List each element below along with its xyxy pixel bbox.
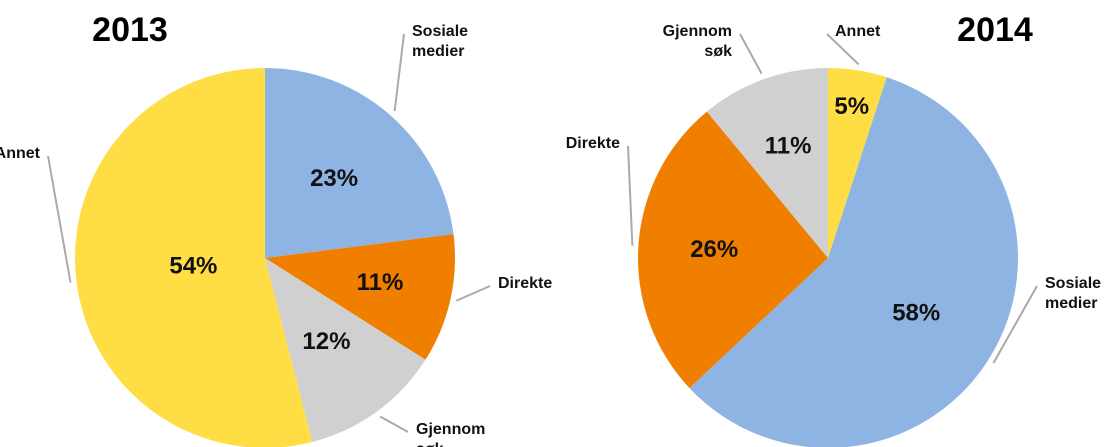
pie-slice	[828, 68, 887, 258]
category-label: Annet	[0, 145, 40, 162]
pie-slice	[638, 111, 828, 389]
category-label: Gjennom søk	[662, 23, 732, 60]
value-label: 26%	[690, 236, 738, 263]
value-label: 12%	[302, 328, 350, 355]
leader-line	[47, 155, 72, 283]
category-label: Sosiale medier	[412, 23, 469, 60]
pie-slice	[265, 68, 454, 258]
pie-slice	[265, 258, 426, 443]
value-label: 11%	[765, 133, 812, 160]
value-label: 5%	[834, 93, 869, 120]
value-label: 54%	[169, 252, 217, 279]
category-label: Gjennom søk	[416, 421, 486, 447]
value-label: 58%	[892, 299, 940, 326]
leader-line	[627, 145, 634, 246]
pie-slice	[689, 77, 1018, 447]
value-label: 11%	[357, 269, 404, 296]
pie-slice	[706, 68, 828, 258]
category-label: Annet	[835, 23, 881, 40]
pie-slice	[265, 234, 455, 360]
leader-line	[379, 415, 409, 433]
leader-line	[739, 33, 763, 75]
chart-title: 2013	[92, 11, 168, 49]
category-label: Direkte	[565, 135, 620, 152]
value-label: 23%	[310, 165, 358, 192]
category-label: Sosiale medier	[1045, 275, 1102, 312]
leader-line	[393, 33, 405, 112]
leader-line	[992, 285, 1038, 364]
category-label: Direkte	[498, 275, 553, 292]
leader-line	[826, 33, 860, 66]
pie-slice	[75, 68, 313, 447]
leader-line	[455, 285, 491, 302]
chart-title: 2014	[957, 11, 1033, 49]
